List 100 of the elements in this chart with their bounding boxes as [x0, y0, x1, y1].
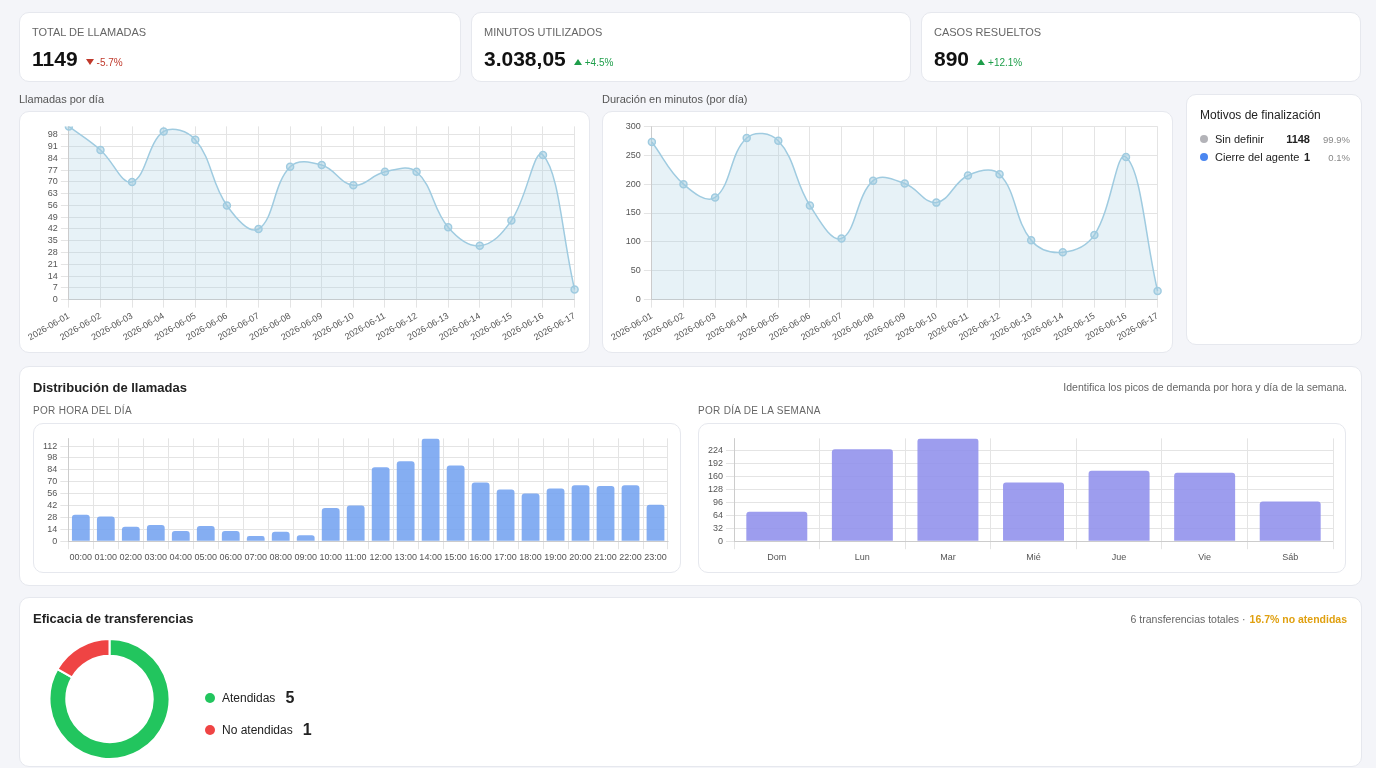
- x-tick-label: 08:00: [269, 552, 292, 563]
- point: [932, 198, 941, 207]
- y-tick-label: 98: [47, 452, 58, 463]
- x-tick-label: 04:00: [169, 552, 193, 563]
- y-tick-label: 32: [713, 522, 724, 533]
- y-tick-label: 63: [47, 188, 58, 199]
- text: 1: [302, 721, 312, 739]
- text: Sin definir: [1215, 133, 1265, 145]
- y-tick-label: 150: [625, 207, 641, 218]
- bar: [521, 493, 540, 541]
- x-tick-label: 02:00: [119, 552, 143, 563]
- x-tick-label: 12:00: [369, 552, 392, 563]
- bar: [831, 449, 893, 541]
- point: [647, 137, 657, 147]
- point: [963, 171, 973, 180]
- y-tick-label: 192: [707, 457, 724, 468]
- text: +4.5%: [584, 57, 614, 68]
- text: Cierre del agente: [1215, 151, 1301, 163]
- point: [1121, 152, 1131, 162]
- bar: [221, 531, 240, 541]
- x-tick-label: Mié: [1026, 552, 1041, 563]
- point: [679, 179, 688, 189]
- point: [742, 133, 751, 143]
- bar: [171, 531, 190, 541]
- chart-title: Eficacia de transferencias: [33, 611, 194, 626]
- y-tick-label: 300: [625, 120, 641, 131]
- bar: [271, 531, 290, 541]
- bar: [596, 485, 615, 541]
- point: [127, 177, 137, 187]
- point: [412, 167, 421, 177]
- text: Distribución de llamadas: [33, 380, 187, 395]
- bar: [1259, 501, 1321, 541]
- point: [1090, 230, 1099, 240]
- text: 6 transferencias totales ·: [1130, 613, 1246, 625]
- bar: [346, 505, 365, 541]
- legend-label: No atendidas: [222, 723, 293, 737]
- y-tick-label: 84: [47, 464, 58, 475]
- x-tick-label: 15:00: [444, 552, 467, 563]
- text: 0.1%: [1327, 151, 1350, 163]
- legend-label: Atendidas: [222, 691, 276, 705]
- y-tick-label: 224: [707, 445, 724, 456]
- text: +12.1%: [988, 57, 1023, 68]
- x-tick-label: 00:00: [69, 552, 93, 563]
- y-tick-label: 50: [630, 265, 641, 276]
- bar: [496, 489, 515, 541]
- x-tick-label: Jue: [1111, 552, 1127, 563]
- bar: [646, 504, 665, 541]
- y-tick-label: 7: [52, 282, 58, 293]
- y-tick-label: 200: [625, 178, 641, 189]
- y-tick-label: 64: [713, 509, 724, 520]
- y-tick-label: 21: [47, 258, 58, 269]
- point: [380, 167, 390, 177]
- y-tick-label: 250: [625, 149, 641, 160]
- y-tick-label: 35: [47, 235, 58, 246]
- y-tick-label: 42: [47, 500, 58, 510]
- y-tick-label: 0: [52, 535, 58, 546]
- point: [805, 201, 815, 210]
- point: [837, 234, 846, 243]
- x-tick-label: Mar: [940, 552, 956, 563]
- y-tick-label: 91: [47, 141, 58, 152]
- text: 890: [934, 47, 970, 70]
- y-tick-label: 112: [42, 440, 58, 451]
- point: [222, 201, 232, 210]
- y-tick-label: 0: [635, 294, 641, 305]
- point: [900, 179, 909, 188]
- y-tick-label: 160: [707, 470, 724, 481]
- y-tick-label: 70: [47, 176, 58, 187]
- bar: [1003, 482, 1064, 541]
- y-tick-label: 77: [47, 164, 58, 175]
- text: 16.7% no atendidas: [1249, 613, 1347, 625]
- bar: [1174, 472, 1236, 541]
- text: TOTAL DE LLAMADAS: [32, 26, 147, 38]
- x-tick-label: 20:00: [569, 552, 592, 563]
- point: [774, 136, 783, 146]
- bar: [321, 508, 340, 541]
- point: [349, 181, 358, 190]
- text: Motivos de finalización: [1200, 108, 1321, 122]
- text: MINUTOS UTILIZADOS: [484, 26, 603, 38]
- chart-title: POR DÍA DE LA SEMANA: [698, 405, 821, 416]
- x-tick-label: 23:00: [644, 552, 667, 563]
- bar: [917, 438, 979, 541]
- y-tick-label: 28: [47, 511, 58, 522]
- point: [868, 176, 878, 185]
- point: [570, 285, 579, 294]
- x-tick-label: Lun: [854, 552, 870, 563]
- x-tick-label: 21:00: [594, 552, 617, 563]
- point: [538, 150, 548, 160]
- bar: [471, 482, 490, 541]
- x-tick-label: 19:00: [544, 552, 567, 563]
- x-tick-label: Sáb: [1282, 552, 1299, 563]
- bar: [96, 516, 115, 541]
- y-tick-label: 14: [47, 270, 58, 281]
- text: 1148: [1286, 133, 1310, 145]
- point: [254, 224, 263, 234]
- text: CASOS RESUELTOS: [934, 26, 1042, 38]
- text: 3.038,05: [484, 47, 566, 70]
- x-tick-label: 10:00: [319, 552, 342, 563]
- bar: [196, 525, 215, 541]
- point: [285, 162, 295, 172]
- point: [317, 160, 326, 170]
